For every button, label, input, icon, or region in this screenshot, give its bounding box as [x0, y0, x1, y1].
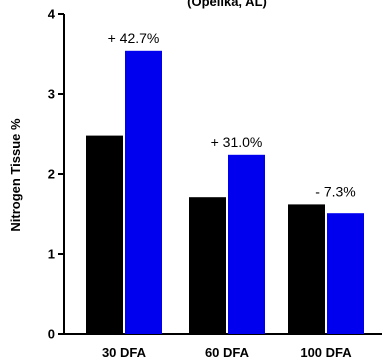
x-category-label: 60 DFA [205, 345, 250, 360]
x-category-label: 30 DFA [102, 345, 147, 360]
y-tick-label: 1 [48, 247, 55, 262]
percent-change-annotation: + 31.0% [211, 134, 263, 150]
bar [189, 197, 226, 334]
bar [228, 154, 265, 334]
y-axis-title: Nitrogen Tissue % [8, 118, 23, 232]
y-tick-label: 0 [48, 327, 55, 342]
chart-title: (Opelika, AL) [187, 0, 267, 9]
y-tick-label: 2 [48, 167, 55, 182]
bar [125, 50, 162, 335]
bar [327, 213, 364, 334]
percent-change-annotation: + 42.7% [108, 30, 160, 46]
x-category-label: 100 DFA [300, 345, 352, 360]
bars [86, 50, 364, 335]
y-tick-label: 4 [48, 7, 56, 22]
bar [86, 135, 123, 334]
bar [288, 204, 325, 334]
percent-change-annotation: - 7.3% [315, 183, 355, 199]
labels: 30 DFA + 42.7% 60 DFA + 31.0% 100 DFA - 7.3% [102, 30, 356, 360]
y-tick-label: 3 [48, 87, 55, 102]
